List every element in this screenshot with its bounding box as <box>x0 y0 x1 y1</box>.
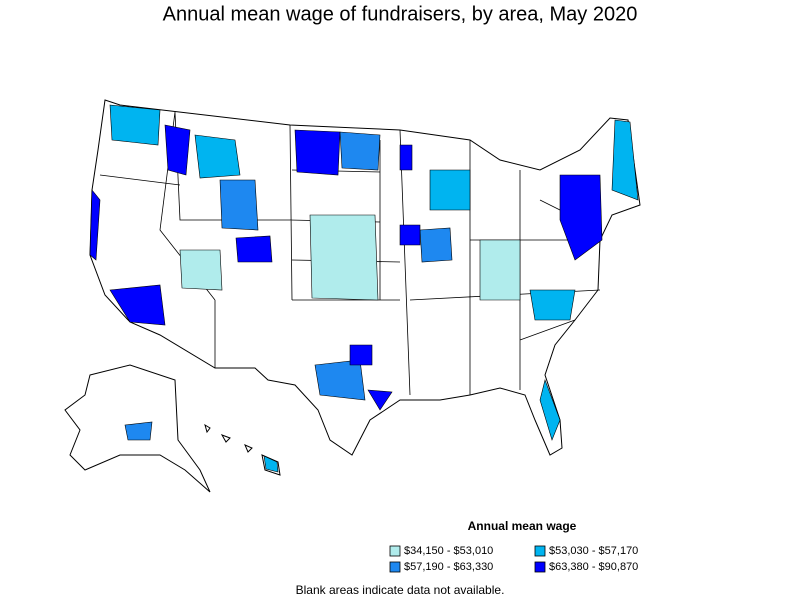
area <box>314 359 366 401</box>
map-title: Annual mean wage of fundraisers, by area… <box>163 3 638 25</box>
area <box>559 174 603 261</box>
legend-label: $34,150 - $53,010 <box>404 545 493 557</box>
legend-label: $57,190 - $63,330 <box>404 561 493 573</box>
area <box>479 239 521 301</box>
area <box>399 224 421 246</box>
area <box>419 227 453 263</box>
area <box>349 344 373 366</box>
area <box>294 129 341 176</box>
area <box>235 235 273 263</box>
legend-label: $63,380 - $90,870 <box>549 561 638 573</box>
legend-title: Annual mean wage <box>468 519 577 533</box>
legend-swatch <box>534 561 546 573</box>
area <box>399 144 413 171</box>
legend-swatch <box>534 545 546 557</box>
legend-swatch <box>389 545 401 557</box>
legend-swatch <box>389 561 401 573</box>
area <box>263 455 279 473</box>
area <box>529 289 576 321</box>
area <box>429 169 471 211</box>
area <box>89 189 101 261</box>
area <box>539 378 561 441</box>
legend-label: $53,030 - $57,170 <box>549 545 638 557</box>
area <box>164 124 191 176</box>
map <box>64 99 641 493</box>
area <box>611 119 639 201</box>
area <box>309 214 379 301</box>
areas <box>89 104 639 473</box>
area <box>367 389 393 411</box>
area <box>109 284 166 326</box>
map-note: Blank areas indicate data not available. <box>296 583 505 597</box>
area <box>219 179 259 231</box>
area <box>194 134 241 179</box>
area <box>339 131 381 171</box>
area <box>124 421 153 441</box>
legend: $34,150 - $53,010 $53,030 - $57,170 $57,19… <box>389 545 638 573</box>
area <box>179 249 223 291</box>
area <box>109 104 161 146</box>
hawaii <box>204 423 281 476</box>
